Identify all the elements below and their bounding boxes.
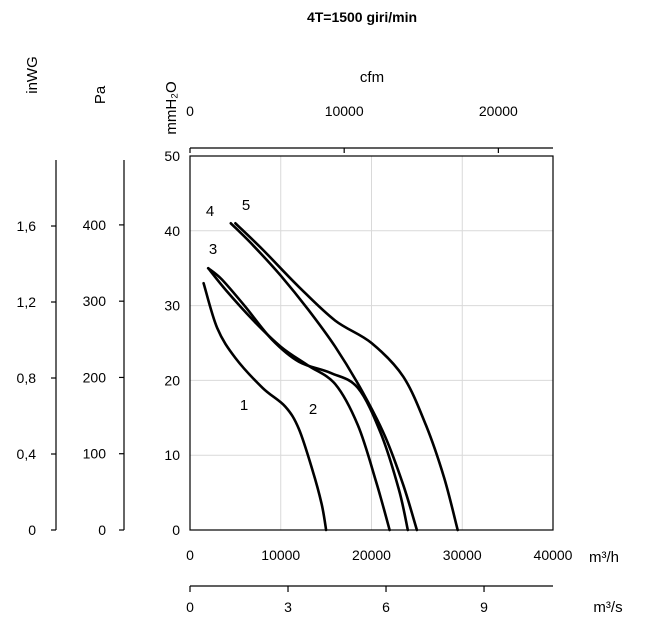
- y-tick-label: 20: [164, 372, 180, 388]
- curve-1: [202, 281, 328, 532]
- m3s-tick-label: 0: [186, 599, 194, 615]
- curve-label-4: 4: [206, 203, 214, 220]
- pa-tick-label: 300: [83, 293, 107, 309]
- curves: [202, 222, 459, 532]
- inwg-tick-label: 1,6: [17, 218, 37, 234]
- inwg-ticks: 0 0,4 0,8 1,2 1,6: [17, 218, 56, 538]
- y-tick-label: 40: [164, 223, 180, 239]
- m3s-tick-label: 3: [284, 599, 292, 615]
- cfm-tick-label: 10000: [325, 103, 364, 119]
- cfm-tick-label: 0: [186, 103, 194, 119]
- x-tick-label: 0: [186, 547, 194, 563]
- curve-3: [206, 266, 410, 532]
- pa-tick-label: 200: [83, 369, 107, 385]
- curve-label-1: 1: [240, 397, 248, 414]
- x-tick-label: 20000: [352, 547, 391, 563]
- cfm-tick-label: 20000: [479, 103, 518, 119]
- curve-label-2: 2: [309, 401, 317, 418]
- pa-tick-label: 400: [83, 217, 107, 233]
- chart-title: 4T=1500 giri/min: [307, 9, 417, 25]
- m3s-axis-label: m³/s: [593, 599, 622, 616]
- m3s-tick-label: 6: [382, 599, 390, 615]
- plot-frame: [189, 155, 554, 531]
- inwg-tick-label: 0,4: [17, 446, 37, 462]
- curve-label-3: 3: [209, 241, 217, 258]
- pa-axis-label: Pa: [92, 85, 109, 104]
- x-tick-label: 40000: [534, 547, 573, 563]
- curve-label-5: 5: [242, 197, 250, 214]
- inwg-tick-label: 1,2: [17, 294, 37, 310]
- m3s-ticks: 0 3 6 9: [186, 586, 488, 615]
- inwg-tick-label: 0: [28, 522, 36, 538]
- curve-5: [234, 222, 459, 532]
- curve-labels: 1 2 3 4 5: [206, 197, 317, 418]
- pa-tick-label: 100: [83, 446, 107, 462]
- y-tick-label: 0: [172, 522, 180, 538]
- inwg-tick-label: 0,8: [17, 370, 37, 386]
- x-axis-label: m³/h: [589, 549, 619, 566]
- y-tick-label: 10: [164, 447, 180, 463]
- y-axis-label: mmH₂O: [163, 81, 180, 134]
- curve-4: [229, 222, 419, 532]
- y-tick-label: 30: [164, 298, 180, 314]
- curve-2: [206, 266, 391, 532]
- cfm-axis-label: cfm: [360, 69, 384, 86]
- x-ticks: 0 10000 20000 30000 40000: [186, 547, 573, 563]
- y-ticks: 0 10 20 30 40 50: [164, 148, 180, 538]
- pa-tick-label: 0: [98, 522, 106, 538]
- x-tick-label: 30000: [443, 547, 482, 563]
- pa-ticks: 0 100 200 300 400: [83, 217, 124, 538]
- x-tick-label: 10000: [261, 547, 300, 563]
- y-tick-label: 50: [164, 148, 180, 164]
- inwg-axis-label: inWG: [24, 56, 41, 94]
- cfm-ticks: 0 10000 20000: [186, 103, 518, 153]
- m3s-tick-label: 9: [480, 599, 488, 615]
